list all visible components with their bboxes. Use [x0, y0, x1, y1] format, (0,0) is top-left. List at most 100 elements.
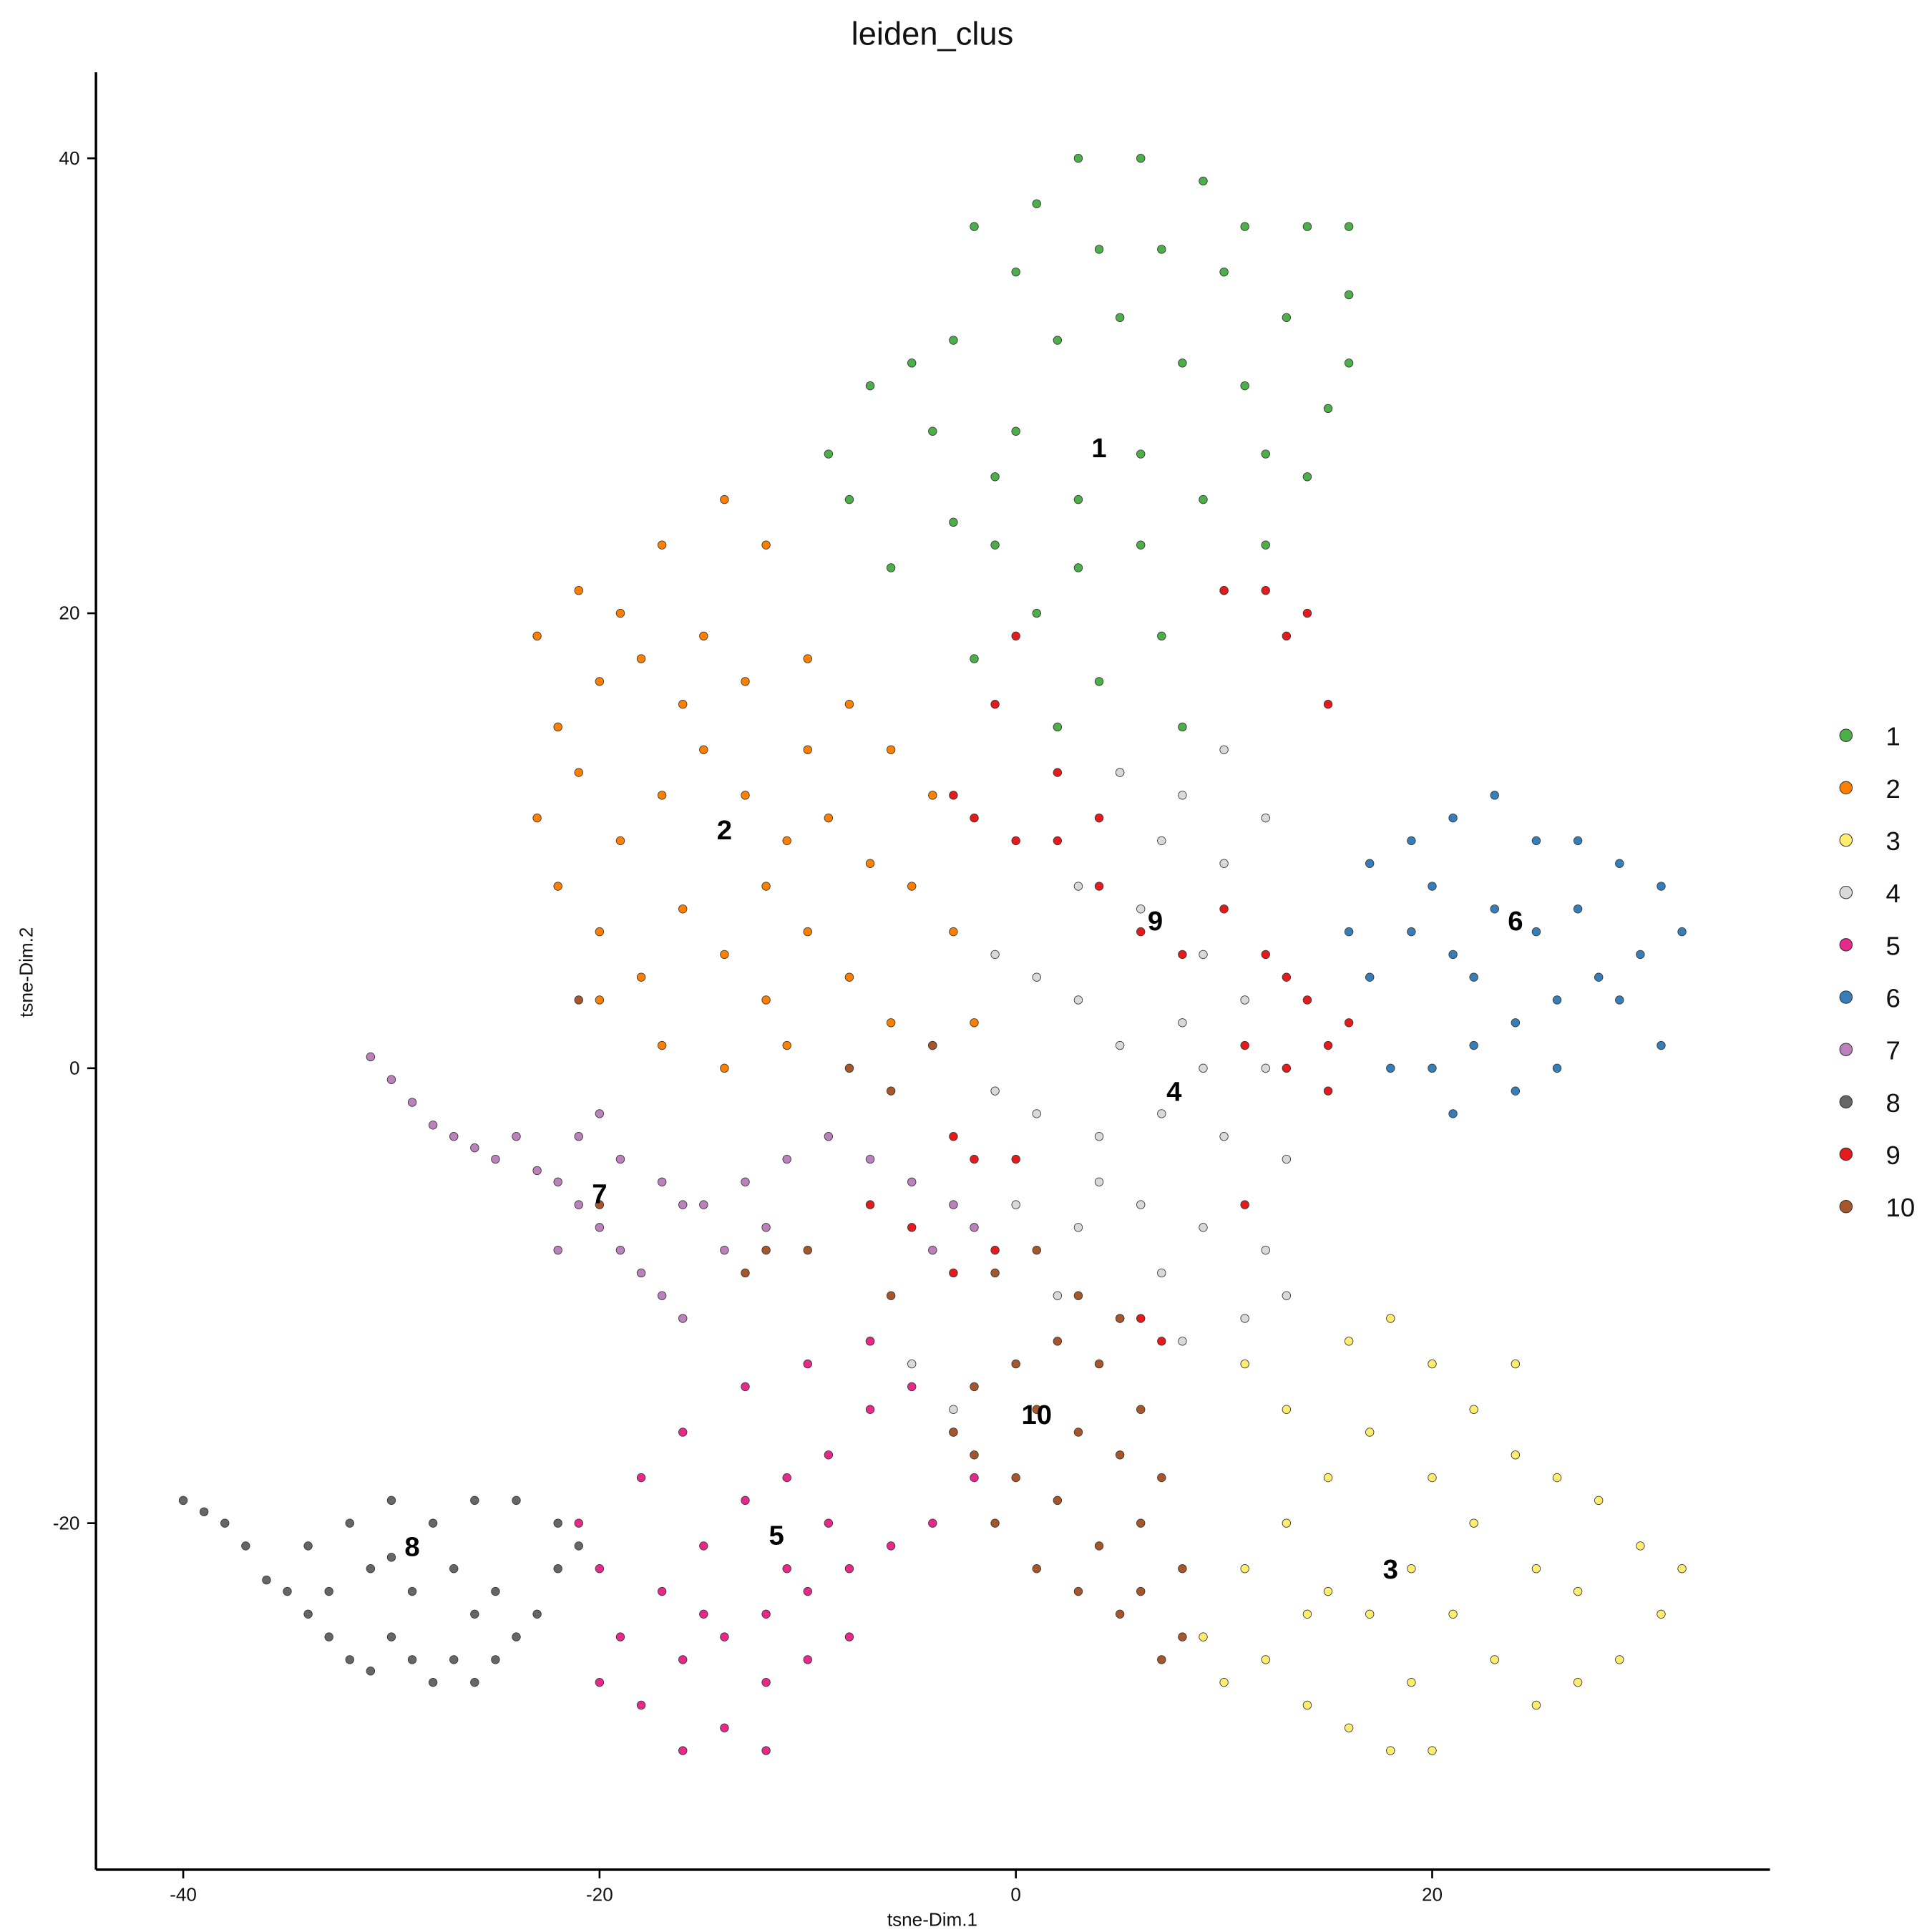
- point-cluster-8: [283, 1586, 292, 1596]
- point-cluster-1: [1136, 540, 1146, 550]
- point-cluster-1: [844, 494, 854, 504]
- point-cluster-7: [657, 1291, 667, 1300]
- cluster-label-4: 4: [1166, 1077, 1182, 1108]
- point-cluster-10: [803, 1245, 812, 1255]
- point-cluster-9: [1053, 836, 1063, 846]
- legend-label: 8: [1886, 1088, 1901, 1118]
- point-cluster-4: [1115, 1040, 1125, 1050]
- point-cluster-4: [1199, 1063, 1208, 1073]
- point-cluster-3: [1511, 1359, 1521, 1369]
- point-cluster-3: [1552, 1473, 1562, 1483]
- point-cluster-3: [1365, 1609, 1375, 1619]
- point-cluster-2: [761, 995, 771, 1005]
- point-cluster-10: [1011, 1359, 1020, 1369]
- point-cluster-5: [865, 1337, 875, 1346]
- point-cluster-10: [990, 1518, 1000, 1528]
- point-cluster-4: [1073, 882, 1083, 891]
- point-cluster-5: [761, 1746, 771, 1755]
- point-cluster-2: [782, 836, 791, 846]
- point-cluster-8: [491, 1586, 500, 1596]
- point-cluster-2: [574, 586, 583, 595]
- point-cluster-2: [761, 540, 771, 550]
- point-cluster-9: [1157, 1337, 1166, 1346]
- point-cluster-4: [1032, 1109, 1041, 1118]
- point-cluster-5: [803, 1655, 812, 1664]
- legend-item-6: 6: [1839, 983, 1901, 1013]
- point-cluster-3: [1407, 1564, 1416, 1574]
- point-cluster-5: [803, 1359, 812, 1369]
- point-cluster-8: [345, 1655, 354, 1664]
- point-cluster-5: [886, 1541, 896, 1551]
- point-cluster-8: [262, 1575, 271, 1585]
- point-cluster-3: [1302, 1700, 1312, 1710]
- point-cluster-2: [928, 791, 937, 800]
- point-cluster-2: [824, 813, 834, 823]
- y-axis-title: tsne-Dim.2: [15, 927, 36, 1018]
- point-cluster-7: [491, 1154, 500, 1164]
- point-cluster-7: [595, 1223, 605, 1232]
- point-cluster-9: [1240, 1040, 1249, 1050]
- point-cluster-9: [1261, 950, 1270, 960]
- point-cluster-8: [574, 1541, 583, 1551]
- cluster-label-2: 2: [717, 815, 732, 846]
- point-cluster-9: [1094, 882, 1104, 891]
- point-cluster-6: [1594, 972, 1604, 982]
- point-cluster-3: [1428, 1746, 1437, 1755]
- point-cluster-3: [1615, 1655, 1624, 1664]
- point-cluster-3: [1448, 1609, 1458, 1619]
- point-cluster-6: [1552, 995, 1562, 1005]
- point-cluster-10: [1094, 1359, 1104, 1369]
- point-cluster-5: [741, 1496, 750, 1506]
- cluster-label-7: 7: [592, 1179, 607, 1210]
- point-cluster-4: [1178, 791, 1187, 800]
- point-cluster-6: [1365, 859, 1375, 868]
- legend: 1 2 3 4 5 6 7 8 9 10: [1839, 722, 1915, 1222]
- point-cluster-1: [1323, 404, 1333, 414]
- point-cluster-9: [970, 813, 979, 823]
- point-cluster-3: [1386, 1746, 1395, 1755]
- point-cluster-9: [1261, 586, 1270, 595]
- point-cluster-5: [844, 1632, 854, 1641]
- point-cluster-4: [1178, 1018, 1187, 1028]
- point-cluster-4: [1199, 950, 1208, 960]
- point-cluster-8: [241, 1541, 250, 1551]
- point-cluster-5: [595, 1677, 605, 1687]
- point-cluster-4: [1261, 813, 1270, 823]
- point-cluster-10: [1073, 1586, 1083, 1596]
- point-cluster-7: [386, 1075, 396, 1084]
- x-tick-label: 0: [1010, 1883, 1021, 1905]
- point-cluster-9: [1282, 972, 1292, 982]
- point-cluster-1: [990, 472, 1000, 482]
- point-cluster-3: [1428, 1359, 1437, 1369]
- legend-item-3: 3: [1839, 826, 1901, 856]
- cluster-label-9: 9: [1148, 906, 1163, 937]
- point-cluster-7: [574, 1200, 583, 1209]
- point-cluster-5: [699, 1609, 708, 1619]
- point-cluster-10: [949, 1428, 958, 1437]
- point-cluster-7: [949, 1200, 958, 1209]
- point-cluster-10: [1115, 1450, 1125, 1460]
- point-cluster-1: [1302, 472, 1312, 482]
- point-cluster-8: [470, 1677, 479, 1687]
- point-cluster-4: [1219, 859, 1229, 868]
- point-cluster-1: [1178, 722, 1187, 732]
- y-ticks: -20 0 20 40: [53, 147, 97, 1533]
- point-cluster-5: [574, 1518, 583, 1528]
- point-cluster-5: [720, 1723, 729, 1732]
- point-cluster-4: [1282, 1154, 1292, 1164]
- legend-item-1: 1: [1839, 722, 1901, 751]
- point-cluster-9: [1240, 1200, 1249, 1209]
- point-cluster-9: [1282, 1063, 1292, 1073]
- point-cluster-5: [782, 1473, 791, 1483]
- point-cluster-4: [1178, 1337, 1187, 1346]
- point-cluster-1: [824, 449, 834, 459]
- point-cluster-1: [1094, 677, 1104, 686]
- legend-label: 6: [1886, 983, 1901, 1013]
- point-cluster-7: [657, 1177, 667, 1186]
- point-cluster-4: [1032, 972, 1041, 982]
- point-cluster-10: [761, 1245, 771, 1255]
- point-cluster-2: [532, 813, 542, 823]
- point-cluster-3: [1344, 1723, 1354, 1732]
- point-cluster-8: [366, 1564, 376, 1574]
